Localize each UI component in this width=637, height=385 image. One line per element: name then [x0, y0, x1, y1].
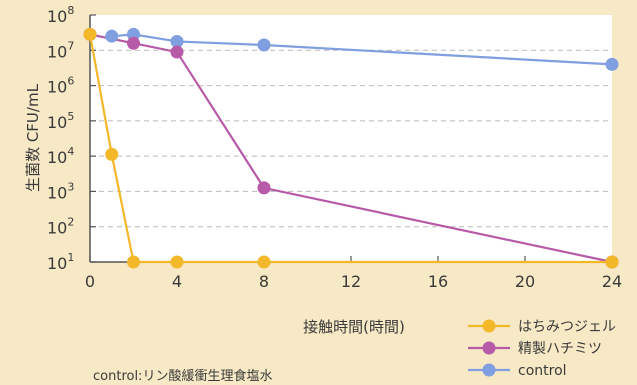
x-tick-label: 12: [341, 272, 361, 291]
series-line: [88, 34, 612, 264]
y-tick-labels: 101 102 103 104 105 106 107 108: [47, 4, 96, 273]
legend-marker: [482, 341, 496, 355]
x-tick-labels: 0 4 8 12 16 20 24: [85, 256, 622, 291]
y-tick-label: 104: [47, 145, 74, 167]
data-point: [605, 57, 619, 71]
data-point: [257, 38, 271, 52]
data-point: [257, 181, 271, 195]
legend-marker: [482, 363, 496, 377]
plot-area: [90, 15, 612, 262]
x-tick-label: 20: [515, 272, 535, 291]
data-point: [170, 34, 184, 48]
x-tick-label: 0: [85, 272, 95, 291]
y-tick-label: 108: [47, 4, 74, 26]
data-point: [105, 29, 119, 43]
y-axis-title: 生菌数 CFU/mL: [24, 83, 42, 192]
x-tick-label: 16: [428, 272, 448, 291]
legend-label: control: [518, 363, 567, 379]
y-tick-label: 105: [47, 110, 74, 132]
legend-marker: [482, 319, 496, 333]
x-tick-label: 24: [602, 272, 622, 291]
x-tick-label: 4: [172, 272, 182, 291]
x-tick-label: 8: [259, 272, 269, 291]
legend-label: はちみつジェル: [518, 319, 616, 335]
data-point: [105, 147, 119, 161]
data-point: [127, 36, 140, 50]
y-tick-label: 107: [47, 39, 74, 61]
data-point: [170, 45, 184, 59]
y-tick-label: 102: [47, 216, 74, 238]
data-point: [605, 255, 619, 269]
y-tick-label: 103: [47, 180, 74, 202]
footnote: control:リン酸緩衝生理食塩水: [93, 368, 272, 384]
data-point: [127, 255, 140, 269]
y-tick-label: 106: [47, 75, 74, 97]
y-tick-label: 101: [47, 251, 74, 273]
data-point: [83, 27, 97, 41]
data-series: [83, 27, 619, 269]
legend-label: 精製ハチミツ: [518, 341, 602, 357]
data-point: [170, 255, 184, 269]
data-point: [257, 255, 271, 269]
x-axis-title: 接触時間(時間): [303, 318, 405, 336]
